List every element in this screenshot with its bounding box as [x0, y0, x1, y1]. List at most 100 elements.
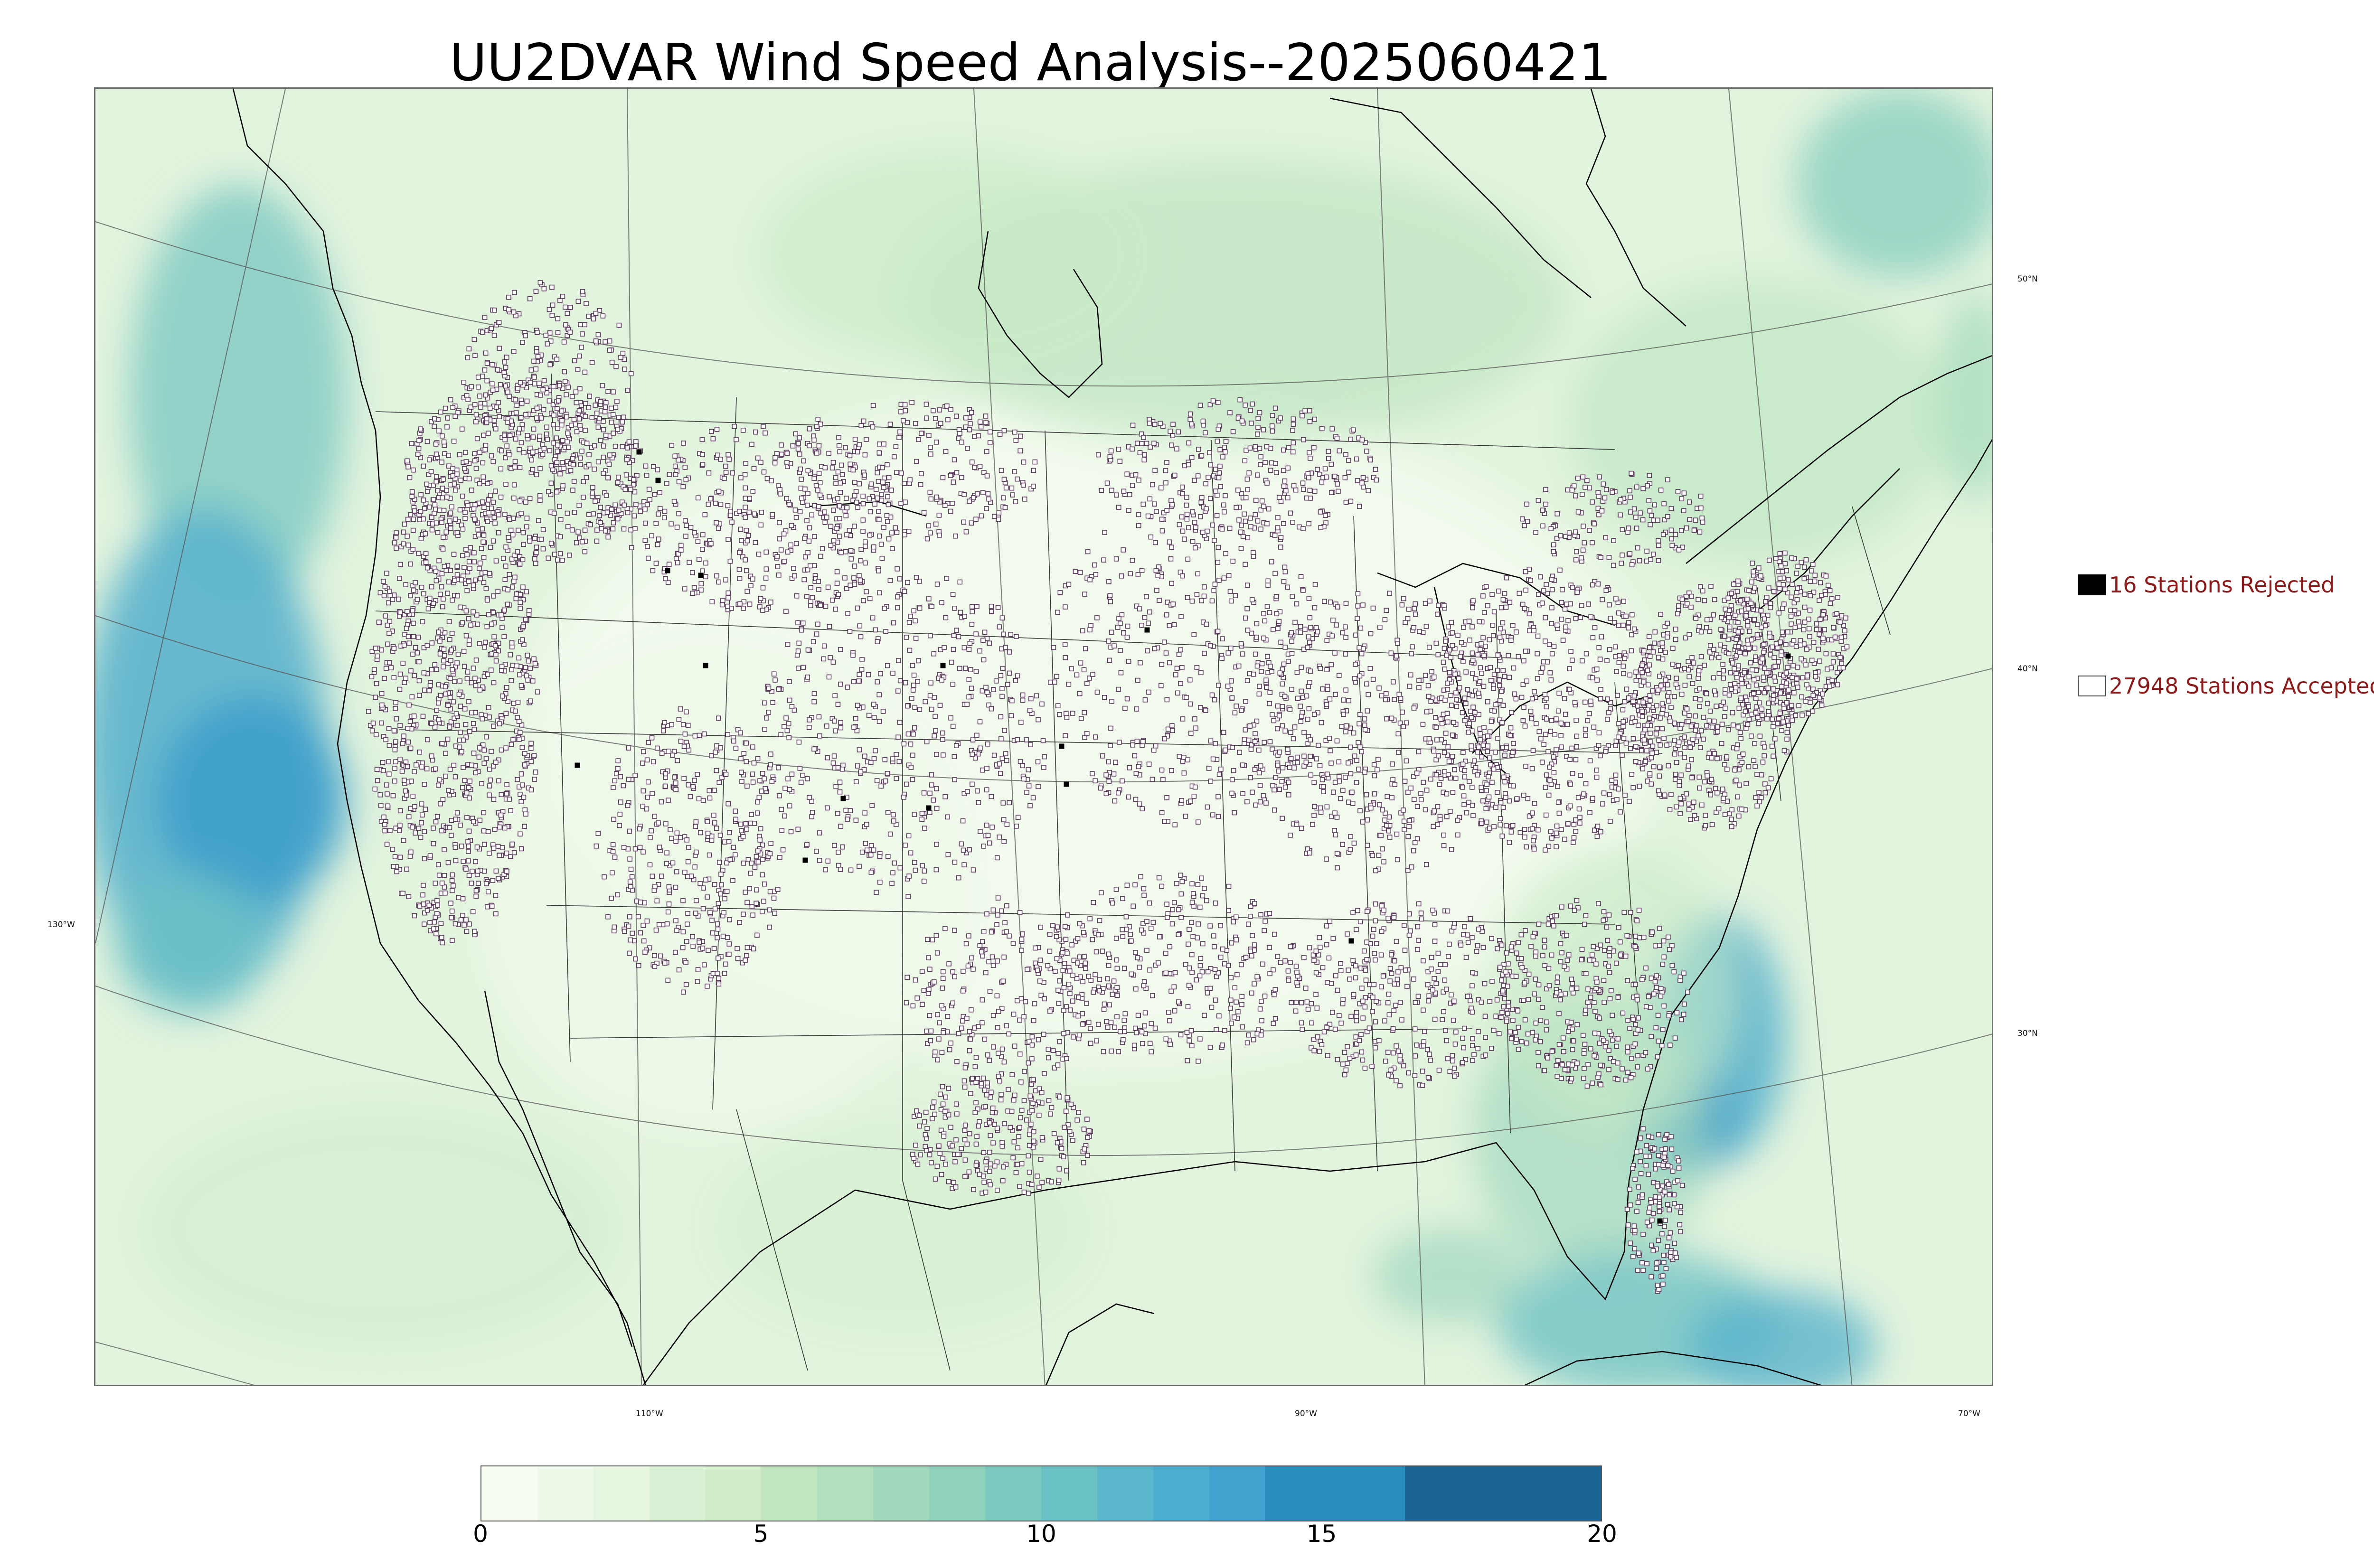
station-accepted: [1706, 718, 1712, 723]
station-accepted: [1775, 721, 1780, 726]
station-accepted: [495, 589, 501, 594]
station-accepted: [1119, 612, 1125, 618]
station-accepted: [469, 881, 474, 886]
map-title: UU2DVAR Wind Speed Analysis--2025060421: [449, 33, 1611, 93]
station-accepted: [712, 788, 717, 793]
station-accepted: [1159, 683, 1164, 688]
station-accepted: [1051, 645, 1056, 650]
station-accepted: [397, 671, 403, 677]
station-accepted: [491, 418, 497, 423]
station-accepted: [501, 872, 507, 877]
station-accepted: [1180, 573, 1185, 579]
station-accepted: [458, 822, 463, 828]
station-accepted: [1308, 772, 1314, 778]
station-accepted: [1357, 808, 1363, 814]
station-accepted: [505, 601, 510, 607]
station-accepted: [1004, 822, 1010, 827]
station-accepted: [1647, 645, 1652, 650]
station-accepted: [463, 459, 469, 464]
station-accepted: [517, 730, 523, 735]
station-accepted: [425, 606, 431, 611]
station-accepted: [811, 699, 817, 704]
station-accepted: [1599, 634, 1604, 639]
station-accepted: [1299, 826, 1304, 831]
station-accepted: [615, 892, 621, 898]
station-accepted: [633, 502, 639, 507]
station-accepted: [855, 505, 860, 510]
station-accepted: [887, 578, 893, 583]
station-accepted: [1359, 749, 1364, 754]
station-accepted: [486, 497, 491, 503]
station-accepted: [1794, 676, 1799, 682]
station-accepted: [1761, 675, 1766, 680]
station-accepted: [723, 469, 729, 475]
station-accepted: [1074, 672, 1080, 678]
station-accepted: [678, 543, 684, 548]
station-accepted: [1478, 665, 1483, 670]
station-accepted: [1620, 707, 1626, 713]
station-accepted: [657, 490, 662, 495]
station-accepted: [449, 647, 454, 653]
wind-speed-map[interactable]: [94, 87, 1993, 1386]
station-accepted: [1489, 779, 1495, 785]
station-accepted: [1401, 724, 1406, 729]
station-accepted: [1753, 795, 1759, 800]
station-accepted: [516, 527, 521, 533]
station-accepted: [1289, 630, 1294, 636]
station-accepted: [1026, 767, 1031, 772]
station-accepted: [1298, 624, 1303, 629]
station-accepted: [1661, 736, 1667, 741]
station-accepted: [882, 606, 887, 611]
station-accepted: [738, 526, 744, 532]
station-accepted: [1365, 817, 1370, 823]
station-accepted: [725, 603, 730, 609]
station-accepted: [828, 655, 833, 660]
station-accepted: [1208, 738, 1214, 744]
station-accepted: [1548, 829, 1554, 834]
station-accepted: [465, 839, 471, 845]
station-accepted: [1740, 751, 1746, 757]
station-accepted: [794, 652, 800, 658]
station-accepted: [739, 779, 744, 784]
station-accepted: [931, 798, 936, 803]
station-accepted: [1328, 814, 1334, 819]
station-accepted: [852, 524, 857, 529]
station-accepted: [1652, 629, 1658, 635]
station-accepted: [940, 730, 945, 736]
station-accepted: [1802, 620, 1808, 625]
station-accepted: [1048, 679, 1053, 685]
station-accepted: [1759, 795, 1764, 800]
station-accepted: [1544, 772, 1549, 778]
station-accepted: [618, 799, 623, 805]
station-accepted: [1100, 753, 1105, 759]
station-accepted: [1185, 595, 1190, 600]
station-accepted: [843, 445, 848, 451]
station-accepted: [429, 640, 435, 646]
station-accepted: [1445, 772, 1451, 777]
station-accepted: [516, 737, 522, 742]
station-accepted: [490, 499, 496, 505]
station-accepted: [1124, 635, 1130, 640]
station-accepted: [1502, 779, 1507, 785]
station-accepted: [433, 474, 439, 479]
station-accepted: [482, 570, 488, 575]
station-accepted: [829, 465, 835, 471]
station-accepted: [1398, 696, 1404, 701]
station-accepted: [483, 442, 489, 448]
station-accepted: [875, 639, 880, 644]
station-accepted: [1760, 760, 1766, 765]
station-accepted: [879, 555, 885, 561]
station-accepted: [393, 706, 398, 711]
station-accepted: [1168, 556, 1174, 562]
station-accepted: [1380, 807, 1385, 813]
station-accepted: [1475, 749, 1480, 755]
station-accepted: [972, 755, 978, 761]
station-accepted: [658, 953, 663, 959]
station-accepted: [1683, 594, 1689, 599]
station-accepted: [1574, 590, 1580, 595]
station-accepted: [880, 479, 886, 485]
station-accepted: [692, 778, 697, 783]
station-accepted: [435, 862, 441, 867]
station-accepted: [1384, 823, 1389, 828]
station-accepted: [377, 590, 383, 595]
